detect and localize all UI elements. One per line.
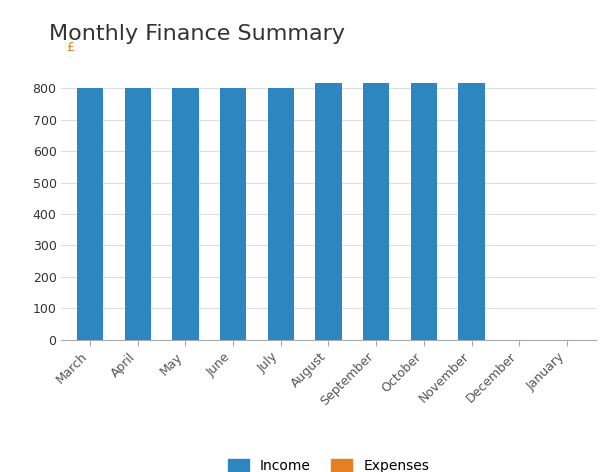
- Legend: Income, Expenses: Income, Expenses: [221, 452, 436, 472]
- Text: £: £: [67, 41, 75, 54]
- Bar: [363, 83, 389, 340]
- Bar: [173, 88, 198, 340]
- Bar: [268, 88, 294, 340]
- Bar: [125, 88, 151, 340]
- Bar: [411, 83, 437, 340]
- Bar: [316, 83, 341, 340]
- Text: Monthly Finance Summary: Monthly Finance Summary: [49, 24, 345, 43]
- Bar: [459, 83, 484, 340]
- Bar: [220, 88, 246, 340]
- Bar: [77, 88, 103, 340]
